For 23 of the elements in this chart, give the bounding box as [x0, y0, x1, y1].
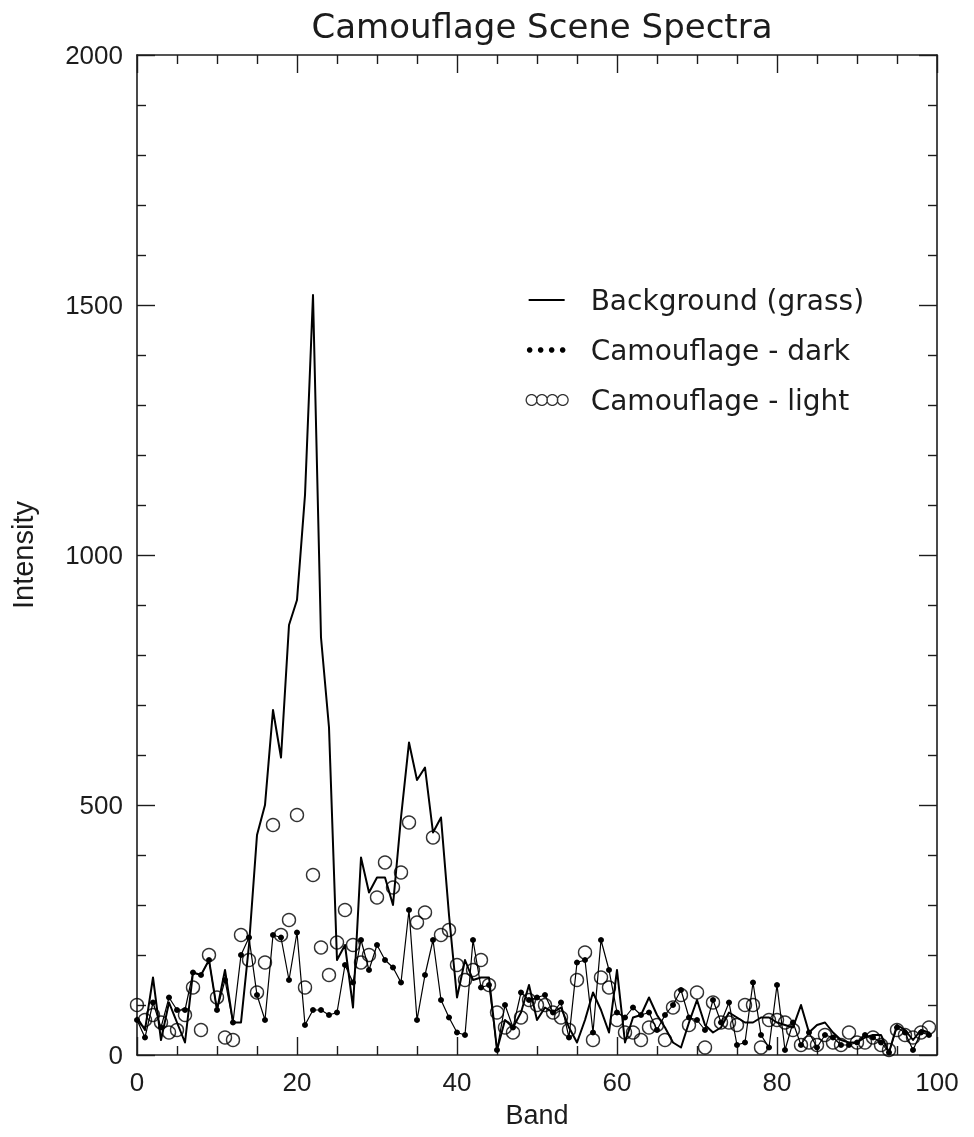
- point: [198, 972, 204, 978]
- legend-label: Background (grass): [590, 283, 865, 317]
- point: [806, 1029, 812, 1036]
- point: [214, 1007, 220, 1013]
- y-tick-label: 2000: [65, 40, 123, 70]
- chart-title: Camouflage Scene Spectra: [311, 6, 773, 46]
- legend-label: Camouflage - light: [590, 383, 850, 417]
- point: [638, 1012, 644, 1018]
- y-axis-title: Intensity: [6, 500, 39, 609]
- x-tick-label: 60: [602, 1067, 632, 1097]
- x-tick-label: 40: [442, 1067, 472, 1097]
- x-tick-label: 0: [129, 1067, 145, 1097]
- x-tick-label: 20: [282, 1067, 312, 1097]
- point: [190, 969, 196, 976]
- y-tick-label: 0: [108, 1040, 123, 1070]
- point: [230, 1019, 236, 1026]
- legend-label: Camouflage - dark: [590, 333, 851, 367]
- y-tick-label: 1500: [65, 290, 123, 320]
- y-tick-label: 1000: [65, 540, 123, 570]
- x-tick-label: 80: [762, 1067, 792, 1097]
- x-axis-title: Band: [505, 1099, 569, 1130]
- x-tick-label: 100: [915, 1067, 959, 1097]
- y-tick-label: 500: [79, 790, 123, 820]
